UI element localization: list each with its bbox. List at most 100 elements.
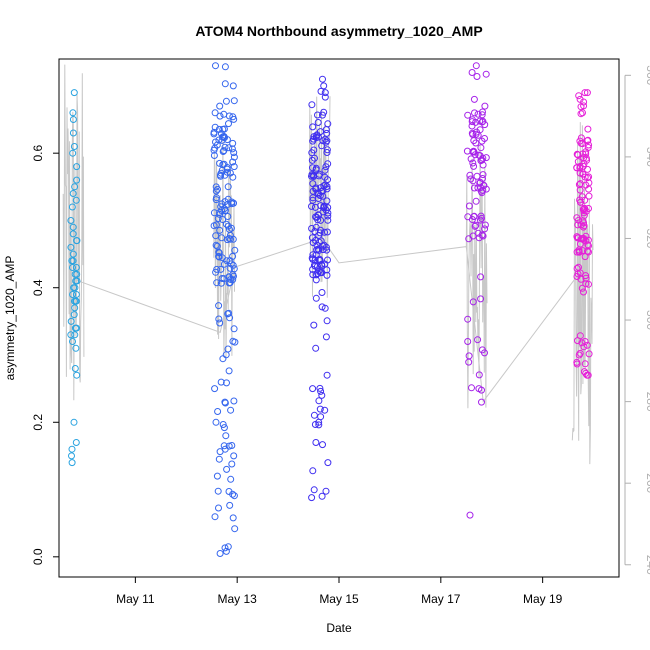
data-point — [471, 109, 478, 117]
data-point — [465, 352, 473, 360]
data-point — [575, 248, 583, 256]
data-point — [481, 349, 488, 357]
data-point — [68, 459, 76, 467]
data-point — [70, 311, 78, 319]
data-point — [468, 69, 476, 76]
y-tick-label: 0.0 — [31, 548, 45, 565]
data-point — [213, 279, 221, 287]
data-point — [323, 271, 331, 279]
data-point — [231, 525, 239, 533]
y2-tick-label: 320 — [644, 228, 650, 248]
data-point — [221, 206, 229, 214]
data-point — [219, 355, 227, 363]
data-point — [230, 452, 238, 460]
data-point — [72, 264, 80, 271]
data-point — [308, 156, 316, 164]
data-point — [309, 271, 317, 279]
x-tick-label: May 11 — [116, 592, 155, 606]
y2-tick-label: 340 — [644, 147, 650, 167]
data-point — [220, 424, 228, 432]
data-point — [574, 221, 582, 229]
data-point — [479, 108, 486, 116]
data-point — [220, 260, 228, 268]
x-tick-label: May 13 — [218, 592, 258, 606]
data-point — [477, 212, 485, 220]
data-point — [475, 371, 483, 379]
data-point — [473, 73, 481, 80]
secondary-spike — [308, 96, 331, 298]
data-point — [574, 151, 582, 159]
data-point — [585, 350, 593, 358]
data-point — [225, 112, 233, 120]
data-point — [210, 222, 218, 230]
data-point — [221, 398, 229, 406]
data-point — [582, 150, 590, 158]
data-point — [225, 367, 233, 375]
data-point — [73, 371, 81, 379]
data-point — [578, 193, 586, 201]
data-point — [223, 236, 231, 244]
y-axis-label: asymmetry_1020_AMP — [3, 256, 17, 381]
data-point — [576, 95, 584, 103]
data-point — [583, 371, 591, 379]
data-point — [584, 236, 592, 244]
data-point — [68, 203, 76, 211]
data-point — [324, 459, 332, 467]
data-point — [472, 62, 480, 70]
data-point — [225, 309, 233, 317]
data-point — [321, 93, 329, 101]
data-point — [211, 123, 219, 131]
data-point — [219, 216, 227, 223]
data-point — [221, 544, 229, 552]
data-point — [212, 241, 220, 249]
data-point — [212, 418, 220, 426]
data-point — [219, 421, 227, 428]
data-point — [225, 120, 232, 128]
data-point — [321, 89, 329, 97]
data-point — [70, 89, 78, 97]
data-point — [474, 336, 482, 344]
data-point — [316, 257, 324, 264]
data-point — [72, 439, 80, 446]
data-point — [219, 148, 227, 155]
secondary-spike — [465, 144, 488, 409]
data-point — [583, 137, 591, 145]
data-point — [221, 63, 229, 71]
data-point — [465, 358, 473, 366]
data-point — [468, 216, 476, 223]
data-point — [223, 465, 231, 473]
data-point — [579, 162, 587, 170]
data-point — [310, 486, 318, 494]
data-point — [71, 304, 79, 312]
data-point — [581, 360, 589, 368]
data-point — [69, 291, 77, 298]
data-point — [312, 184, 320, 192]
data-point — [73, 237, 81, 245]
data-point — [480, 182, 488, 190]
data-point — [580, 288, 587, 296]
data-point — [579, 217, 587, 225]
data-point — [323, 371, 331, 379]
data-point — [583, 89, 591, 97]
data-point — [229, 261, 237, 269]
data-point — [72, 297, 80, 305]
data-point — [69, 264, 76, 271]
data-point — [474, 110, 482, 118]
data-point — [210, 209, 218, 217]
data-point — [584, 125, 592, 133]
data-point — [311, 203, 319, 211]
data-point — [72, 277, 80, 285]
data-point — [71, 183, 79, 191]
data-point — [229, 337, 237, 345]
data-point — [469, 148, 477, 156]
data-point — [221, 134, 228, 142]
data-point — [580, 102, 588, 110]
data-point — [318, 289, 326, 296]
data-point — [582, 154, 590, 162]
data-point — [73, 176, 81, 184]
data-point — [319, 111, 326, 119]
data-point — [230, 163, 238, 171]
data-point — [212, 187, 220, 195]
data-point — [585, 173, 593, 181]
data-point — [215, 315, 223, 323]
